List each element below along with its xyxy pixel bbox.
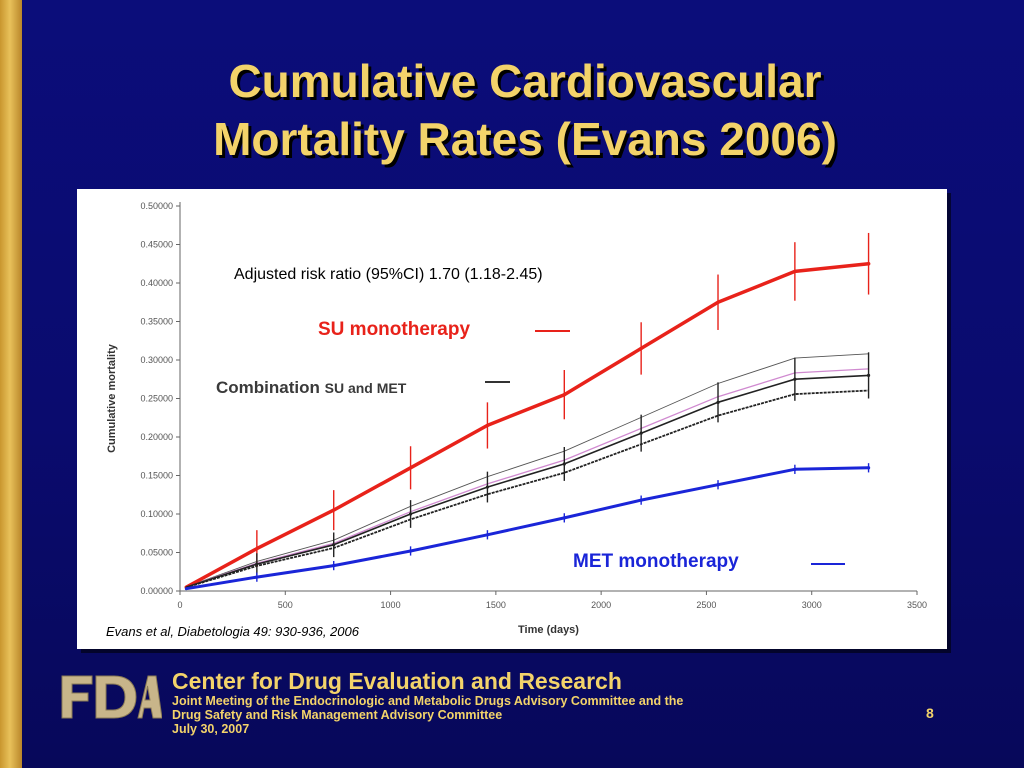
chart-panel: 0.00000 0.05000 0.10000 0.15000 0.20000 0.250… [77, 189, 947, 649]
x-tick-label: 1500 [486, 600, 506, 610]
y-tick-label: 0.30000 [140, 355, 173, 365]
series-su-monotherapy-point [866, 262, 871, 266]
series-combination-point [639, 431, 643, 435]
x-tick-label: 500 [278, 600, 293, 610]
combination-upper-line [186, 353, 869, 588]
y-axis-label: Cumulative mortality [106, 343, 118, 453]
y-tick-label: 0.10000 [140, 509, 173, 519]
series-met-monotherapy-point [255, 575, 259, 579]
series-met-monotherapy-point [408, 549, 413, 553]
series-combination-point [332, 543, 336, 547]
y-tick-label: 0.50000 [140, 201, 173, 211]
citation: Evans et al, Diabetologia 49: 930-936, 2… [106, 624, 360, 639]
series-combination-line [185, 374, 870, 588]
legend-combination-main: Combination [216, 378, 325, 397]
series-su-monotherapy-point [408, 466, 413, 470]
series-combination-point [408, 512, 413, 516]
y-tick-label: 0.45000 [140, 240, 173, 250]
y-tick-label: 0.15000 [140, 471, 173, 481]
series-combination-point [793, 377, 797, 381]
footer-date: July 30, 2007 [172, 722, 250, 736]
series-su-monotherapy-point [332, 508, 336, 512]
series-su-monotherapy-line [184, 262, 871, 589]
series-combination-point [255, 562, 259, 566]
combination-pink-line [186, 368, 869, 588]
combination-lower-line [186, 389, 869, 589]
series-su-monotherapy-point [639, 346, 643, 351]
x-tick-label: 3000 [802, 600, 822, 610]
x-tick-label: 2500 [696, 600, 716, 610]
legend-met-label: MET monotherapy [573, 551, 739, 572]
fda-logo [61, 675, 162, 719]
footer-org-name: Center for Drug Evaluation and Research [172, 668, 622, 694]
x-axis-label: Time (days) [518, 624, 579, 636]
series-met-monotherapy-point [485, 533, 490, 537]
series-combination-point [716, 400, 720, 404]
footer-line-1: Joint Meeting of the Endocrinologic and … [172, 694, 684, 708]
cumulative-mortality-chart: 0.00000 0.05000 0.10000 0.15000 0.20000 0.250… [106, 201, 927, 639]
x-tick-label: 1000 [381, 600, 401, 610]
legend-su-label: SU monotherapy [318, 319, 470, 340]
series-su-monotherapy-point [793, 269, 797, 274]
footer-line-2: Drug Safety and Risk Management Advisory… [172, 708, 503, 722]
y-tick-label: 0.20000 [140, 432, 173, 442]
slide-title: Cumulative Cardiovascular Mortality Rate… [40, 52, 1010, 168]
series-su-monotherapy-point [485, 423, 490, 428]
legend-combination-label: Combination SU and MET [216, 378, 407, 397]
series-su-monotherapy-point [255, 547, 259, 551]
series-met-monotherapy-point [866, 466, 871, 470]
page-number: 8 [926, 705, 934, 721]
legend-combination-sub: SU and MET [325, 380, 407, 396]
x-tick-label: 3500 [907, 600, 927, 610]
risk-ratio-annotation: Adjusted risk ratio (95%CI) 1.70 (1.18-2… [234, 266, 543, 283]
y-tick-label: 0.40000 [140, 278, 173, 288]
series-combination-point [485, 485, 490, 489]
y-tick-label: 0.00000 [140, 586, 173, 596]
left-accent-bar [0, 0, 22, 768]
series-met-monotherapy-point [716, 483, 720, 487]
footer-meeting-info: Joint Meeting of the Endocrinologic and … [172, 694, 683, 736]
x-tick-label: 0 [177, 600, 182, 610]
series-met-monotherapy-point [793, 467, 797, 471]
x-tick-label: 2000 [591, 600, 611, 610]
y-tick-label: 0.05000 [140, 548, 173, 558]
y-tick-label: 0.25000 [140, 394, 173, 404]
series-met-monotherapy-line [184, 466, 871, 591]
series-met-monotherapy-point [562, 516, 566, 520]
title-line-2: Mortality Rates (Evans 2006) [213, 113, 837, 165]
series-su-monotherapy-point [562, 393, 566, 397]
series-combination-point [562, 462, 566, 466]
series-su-monotherapy-point [716, 300, 720, 304]
y-tick-label: 0.35000 [140, 317, 173, 327]
series-combination-point [866, 373, 871, 377]
title-line-1: Cumulative Cardiovascular [228, 55, 822, 107]
series-met-monotherapy-point [332, 563, 336, 568]
series-met-monotherapy-point [639, 498, 643, 502]
